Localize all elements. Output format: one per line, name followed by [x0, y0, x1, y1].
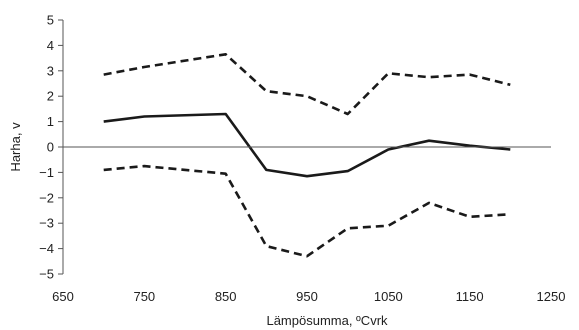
y-tick-label: −5	[39, 267, 54, 282]
x-tick-label: 650	[52, 289, 74, 304]
x-tick-label: 1150	[456, 289, 484, 304]
x-tick-label: 950	[296, 289, 318, 304]
series-line-1	[103, 53, 511, 116]
y-axis-label: Harha, v	[8, 122, 23, 172]
series-line-3	[103, 164, 511, 258]
x-tick-label: 1050	[374, 289, 403, 304]
y-tick-label: 5	[47, 13, 54, 28]
y-tick-label: −2	[39, 190, 54, 205]
y-tick-label: −4	[39, 241, 54, 256]
x-tick-label: 1250	[537, 289, 566, 304]
series-line-2	[103, 112, 511, 178]
x-tick-label: 750	[133, 289, 155, 304]
y-tick-label: −1	[39, 165, 54, 180]
y-tick-label: 1	[47, 114, 54, 129]
y-tick-label: −3	[39, 216, 54, 231]
x-axis-label: Lämpösumma, ºCvrk	[266, 313, 388, 328]
y-tick-label: 4	[47, 38, 54, 53]
x-tick-label: 850	[215, 289, 237, 304]
y-tick-label: 0	[47, 140, 54, 155]
plot-area	[103, 53, 511, 258]
y-tick-label: 2	[47, 89, 54, 104]
axes: 5 4 3 2 1 0 −1 −2 −3 −4 −5 650 750 850 950 1050 1150 1250	[39, 13, 565, 305]
y-tick-label: 3	[47, 63, 54, 78]
